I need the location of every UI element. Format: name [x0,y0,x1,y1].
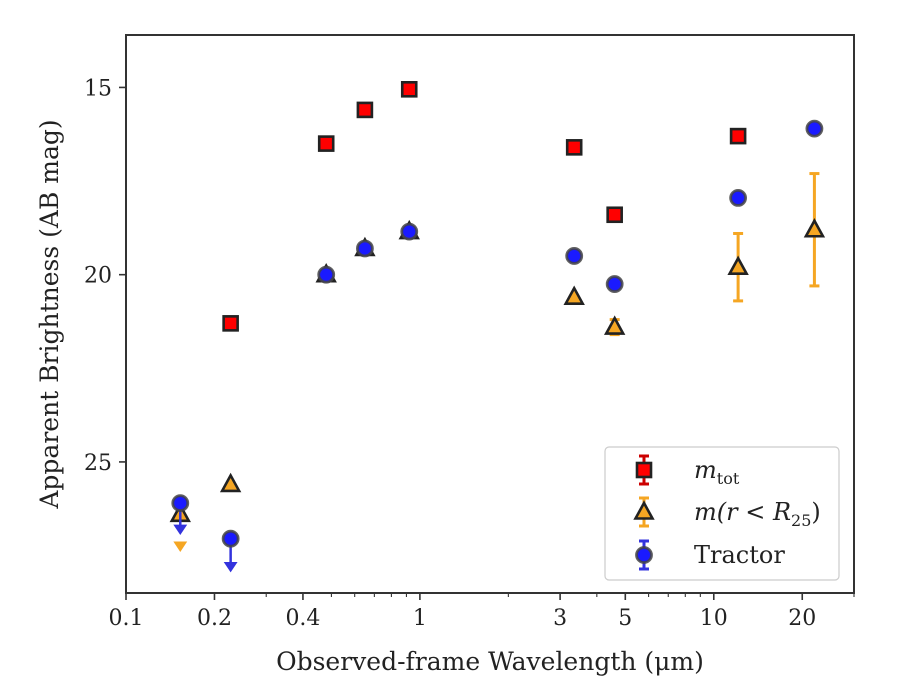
legend-label: mtot [694,456,740,488]
data-point [400,222,419,241]
legend-box [604,446,840,581]
y-tick-label: 25 [84,451,112,476]
data-point [565,139,583,156]
legend-entry-m-r-r25: m(r < R25) [633,496,821,530]
axis-ticks: 0.1 0.2 0.4 1 3 5 10 20 15 20 25 [84,76,855,631]
series-m-tot [222,81,747,332]
plot-frame [125,34,855,594]
data-point [729,127,747,145]
data-point [606,206,623,224]
x-tick-label: 3 [553,606,567,631]
data-point [729,189,748,207]
data-point [400,81,418,98]
upper-limit-marker [173,541,188,552]
y-axis-label: Apparent Brightness (AB mag) [35,119,64,509]
data-point [563,285,585,305]
series-tractor [171,119,824,573]
legend-label: m(r < R25) [694,498,821,530]
y-tick-label: 15 [84,76,112,101]
x-tick-label: 20 [788,606,816,631]
data-point [219,472,242,493]
data-point [317,265,336,284]
data-point [171,494,190,513]
x-tick-label: 0.4 [285,606,320,631]
data-point [727,255,749,275]
legend: mtot m(r < R25) Tractor [604,446,840,581]
limit-arrow-head [223,562,238,573]
legend-entry-tractor: Tractor [635,539,785,571]
x-axis-label: Observed-frame Wavelength (μm) [276,647,704,676]
x-tick-label: 1 [413,606,427,631]
y-tick-label: 20 [84,264,112,289]
data-point [805,119,824,138]
data-point [317,135,335,152]
data-point [222,315,239,332]
legend-marker [635,461,653,479]
data-point [565,247,584,265]
data-point [356,239,374,258]
legend-marker [633,500,655,520]
data-point [356,101,374,119]
data-point [221,529,240,548]
x-tick-label: 5 [618,606,632,631]
limit-arrow-head [173,524,188,535]
data-point [603,315,626,335]
legend-marker [635,546,653,564]
legend-entry-m-tot: mtot [635,454,740,488]
legend-label: Tractor [694,541,785,569]
x-tick-label: 0.2 [197,606,232,631]
data-layer [169,81,826,573]
data-point [803,218,826,238]
data-point [605,275,624,293]
x-tick-label: 0.1 [109,606,144,631]
x-tick-label: 10 [700,606,728,631]
